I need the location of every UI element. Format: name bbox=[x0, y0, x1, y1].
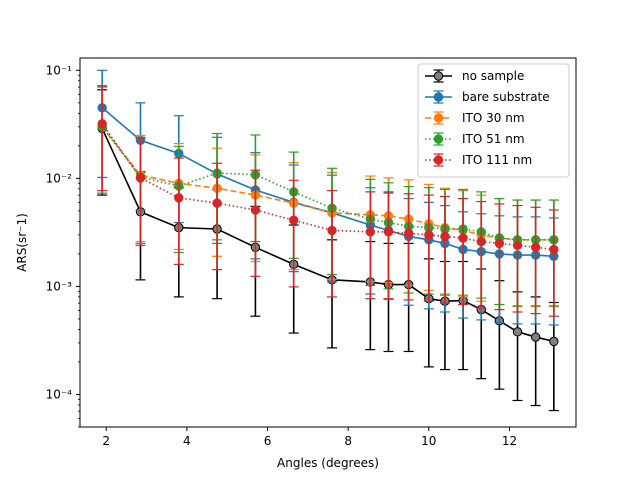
legend-item: ITO 30 nm bbox=[425, 111, 525, 125]
y-tick-label: 10⁻² bbox=[46, 171, 73, 185]
data-point bbox=[174, 193, 184, 203]
legend-label: ITO 111 nm bbox=[462, 153, 532, 167]
legend-label: ITO 51 nm bbox=[462, 132, 525, 146]
data-point bbox=[458, 233, 468, 243]
data-point bbox=[494, 238, 505, 249]
data-point bbox=[135, 173, 146, 183]
x-tick-label: 4 bbox=[183, 434, 191, 448]
data-point bbox=[212, 198, 222, 208]
legend-item: bare substrate bbox=[425, 90, 550, 104]
legend-item: ITO 111 nm bbox=[425, 153, 532, 167]
legend-marker bbox=[433, 134, 444, 144]
x-tick-label: 6 bbox=[264, 434, 272, 448]
y-axis-title: ARS(sr⁻1) bbox=[15, 213, 29, 272]
data-point bbox=[97, 119, 107, 129]
data-point bbox=[289, 215, 299, 225]
legend-label: no sample bbox=[462, 69, 524, 83]
data-point bbox=[530, 242, 541, 253]
data-point bbox=[365, 227, 376, 237]
legend: no sample bare substrate ITO 30 nm ITO 51 n… bbox=[417, 63, 570, 178]
data-point bbox=[250, 205, 261, 215]
data-point bbox=[476, 236, 486, 247]
x-tick-label: 2 bbox=[102, 434, 110, 448]
legend-item: no sample bbox=[425, 69, 524, 83]
legend-marker bbox=[433, 71, 444, 81]
data-point bbox=[327, 225, 337, 236]
legend-marker bbox=[433, 92, 444, 102]
axes-frame bbox=[79, 57, 577, 428]
x-tick-label: 8 bbox=[344, 434, 352, 448]
data-point bbox=[549, 244, 559, 255]
data-point bbox=[383, 227, 394, 237]
axis-layer: 2 4 6 8 10 12 10⁻⁴ 10⁻³ 10⁻² 10⁻¹ bbox=[46, 63, 518, 448]
legend-marker bbox=[433, 155, 444, 165]
legend-item: ITO 51 nm bbox=[425, 132, 525, 146]
x-axis-title: Angles (degrees) bbox=[277, 456, 379, 470]
data-point bbox=[403, 228, 414, 239]
legend-box bbox=[417, 63, 570, 178]
data-point bbox=[512, 327, 523, 337]
x-tick-label: 12 bbox=[502, 434, 517, 448]
data-point bbox=[530, 332, 541, 342]
series-layer bbox=[97, 69, 559, 412]
x-tick-label: 10 bbox=[421, 434, 436, 448]
series-line bbox=[101, 126, 554, 241]
legend-marker bbox=[433, 113, 444, 123]
data-point bbox=[424, 230, 434, 240]
y-tick-label: 10⁻³ bbox=[46, 279, 73, 293]
series-ito-111-nm bbox=[97, 85, 559, 317]
data-point bbox=[440, 231, 450, 242]
y-tick-label: 10⁻¹ bbox=[46, 63, 73, 77]
data-point bbox=[512, 240, 523, 251]
legend-label: bare substrate bbox=[462, 90, 550, 104]
y-tick-label: 10⁻⁴ bbox=[46, 387, 73, 401]
legend-label: ITO 30 nm bbox=[462, 111, 525, 125]
data-point bbox=[549, 336, 559, 347]
